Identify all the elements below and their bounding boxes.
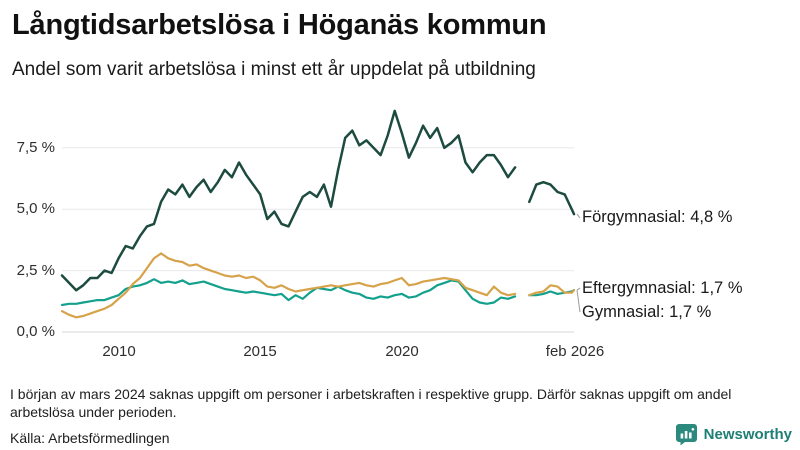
- y-axis-tick-label: 7,5 %: [16, 139, 55, 156]
- chart-title: Långtidsarbetslösa i Höganäs kommun: [12, 9, 547, 41]
- series-label-eftergymnasial: Eftergymnasial: 1,7 %: [582, 279, 743, 297]
- y-axis-tick-label: 5,0 %: [16, 200, 55, 217]
- x-axis-tick-label: feb 2026: [545, 343, 605, 360]
- series-label-gymnasial: Gymnasial: 1,7 %: [582, 303, 712, 321]
- newsworthy-logo[interactable]: Newsworthy: [675, 423, 792, 446]
- y-axis-tick-label: 0,0 %: [16, 323, 55, 340]
- x-axis-tick-label: 2010: [102, 343, 136, 360]
- y-axis-tick-label: 2,5 %: [16, 262, 55, 279]
- newsworthy-logo-text: Newsworthy: [703, 426, 792, 443]
- newsworthy-logo-icon: [675, 424, 697, 446]
- footnote-text: I början av mars 2024 saknas uppgift om …: [10, 386, 732, 420]
- x-axis-tick-label: 2015: [243, 343, 277, 360]
- chart-subtitle: Andel som varit arbetslösa i minst ett å…: [12, 59, 536, 80]
- x-axis-tick-label: 2020: [385, 343, 419, 360]
- series-label-forgymnasial: Förgymnasial: 4,8 %: [582, 208, 733, 226]
- source-label: Källa: Arbetsförmedlingen: [10, 430, 170, 446]
